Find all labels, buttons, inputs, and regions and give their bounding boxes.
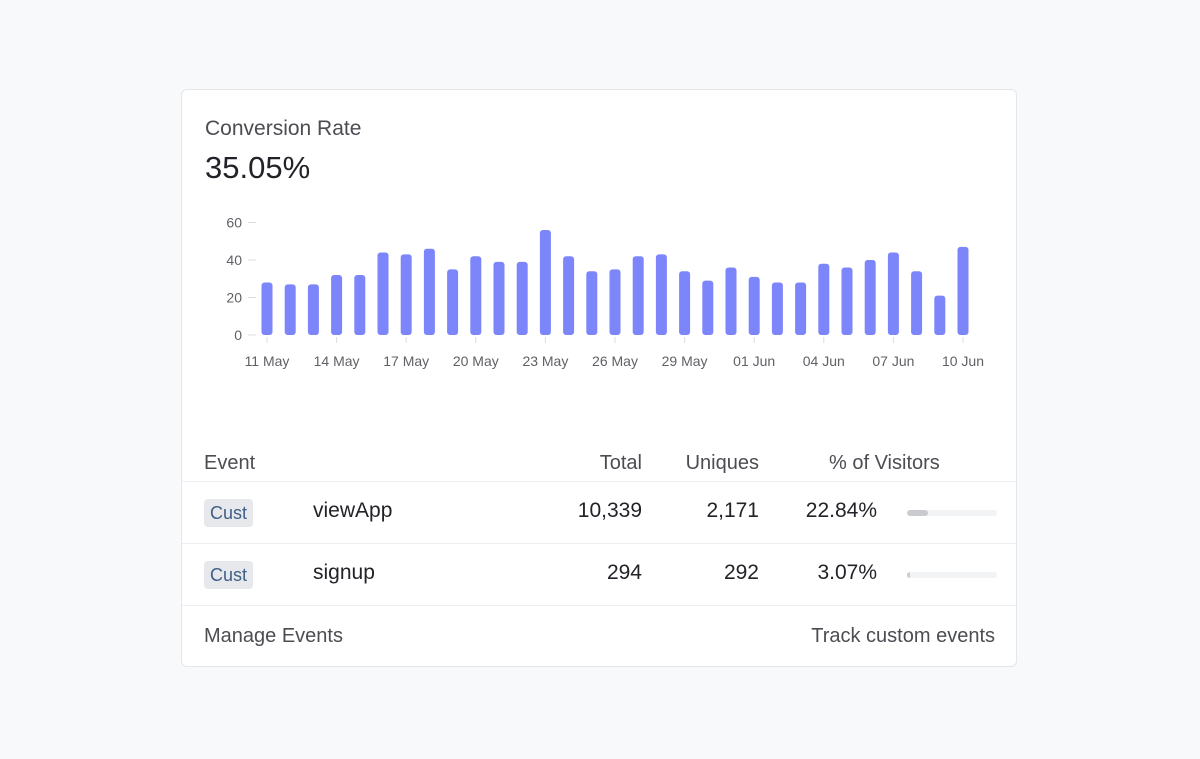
bar <box>632 256 644 335</box>
bar <box>795 282 807 335</box>
visitor-share-bar <box>907 572 997 578</box>
bar <box>586 271 598 335</box>
events-table: Event Total Uniques % of Visitors Cust v… <box>182 445 1016 666</box>
bar <box>423 248 435 335</box>
table-row[interactable]: Cust viewApp 10,339 2,171 22.84% <box>182 482 1016 544</box>
bar <box>539 230 551 335</box>
card-footer: Manage Events Track custom events <box>182 606 1016 666</box>
x-tick-label: 23 May <box>522 353 568 369</box>
bar <box>887 252 899 335</box>
event-uniques: 2,171 <box>706 499 759 522</box>
event-percent: 3.07% <box>817 561 877 584</box>
bar <box>470 256 482 335</box>
event-total: 10,339 <box>577 499 642 522</box>
event-type-badge: Cust <box>204 499 254 527</box>
header-visitors: % of Visitors <box>829 452 940 474</box>
card-title: Conversion Rate <box>205 117 362 140</box>
bar <box>957 246 969 335</box>
table-row[interactable]: Cust signup 294 292 3.07% <box>182 544 1016 606</box>
event-name[interactable]: signup <box>313 561 375 584</box>
conversion-rate-value: 35.05% <box>205 150 311 185</box>
y-tick-label: 40 <box>226 252 242 268</box>
bar <box>400 254 412 335</box>
x-tick-label: 26 May <box>592 353 638 369</box>
bar <box>609 269 621 335</box>
y-tick-label: 60 <box>226 215 242 231</box>
bar <box>284 284 296 335</box>
visitor-share-bar <box>907 510 997 516</box>
bar <box>354 275 366 335</box>
bar <box>679 271 691 335</box>
x-tick-label: 20 May <box>453 353 499 369</box>
event-name[interactable]: viewApp <box>313 499 393 522</box>
bar <box>493 261 505 335</box>
bar <box>702 280 714 335</box>
bar <box>748 276 760 335</box>
x-tick-label: 29 May <box>662 353 708 369</box>
bar <box>864 260 876 335</box>
bar <box>563 256 575 335</box>
x-tick-label: 17 May <box>383 353 429 369</box>
bar <box>261 282 273 335</box>
y-tick-label: 0 <box>234 327 242 343</box>
table-header: Event Total Uniques % of Visitors <box>182 445 1016 482</box>
bar <box>771 282 783 335</box>
visitor-share-fill <box>907 510 928 516</box>
bar <box>841 267 853 335</box>
visitor-share-fill <box>907 572 910 578</box>
event-total: 294 <box>606 561 642 584</box>
track-custom-events-link[interactable]: Track custom events <box>811 625 995 647</box>
header-uniques: Uniques <box>685 452 759 474</box>
bar <box>377 252 389 335</box>
x-tick-label: 04 Jun <box>803 353 845 369</box>
x-tick-label: 01 Jun <box>733 353 775 369</box>
bar <box>725 267 737 335</box>
x-tick-label: 07 Jun <box>872 353 914 369</box>
x-tick-label: 10 Jun <box>942 353 984 369</box>
bar <box>516 261 528 335</box>
event-uniques: 292 <box>723 561 759 584</box>
event-percent: 22.84% <box>805 499 877 522</box>
manage-events-link[interactable]: Manage Events <box>204 625 343 647</box>
bar <box>331 275 343 335</box>
bar <box>307 284 319 335</box>
header-total: Total <box>599 452 642 474</box>
event-type-badge: Cust <box>204 561 254 589</box>
bar <box>655 254 667 335</box>
x-tick-label: 14 May <box>314 353 360 369</box>
header-event: Event <box>204 452 256 474</box>
bar <box>818 263 830 335</box>
bar <box>934 295 946 335</box>
bar <box>447 269 459 335</box>
bar <box>911 271 923 335</box>
conversion-bar-chart: 0 20 40 60 11 May 14 May 17 May 20 May 23 May 26 … <box>226 215 984 370</box>
y-tick-label: 20 <box>226 290 242 306</box>
conversion-rate-card: Conversion Rate 35.05% 0 20 40 60 11 May 14 M… <box>181 89 1017 667</box>
x-tick-label: 11 May <box>245 353 290 369</box>
